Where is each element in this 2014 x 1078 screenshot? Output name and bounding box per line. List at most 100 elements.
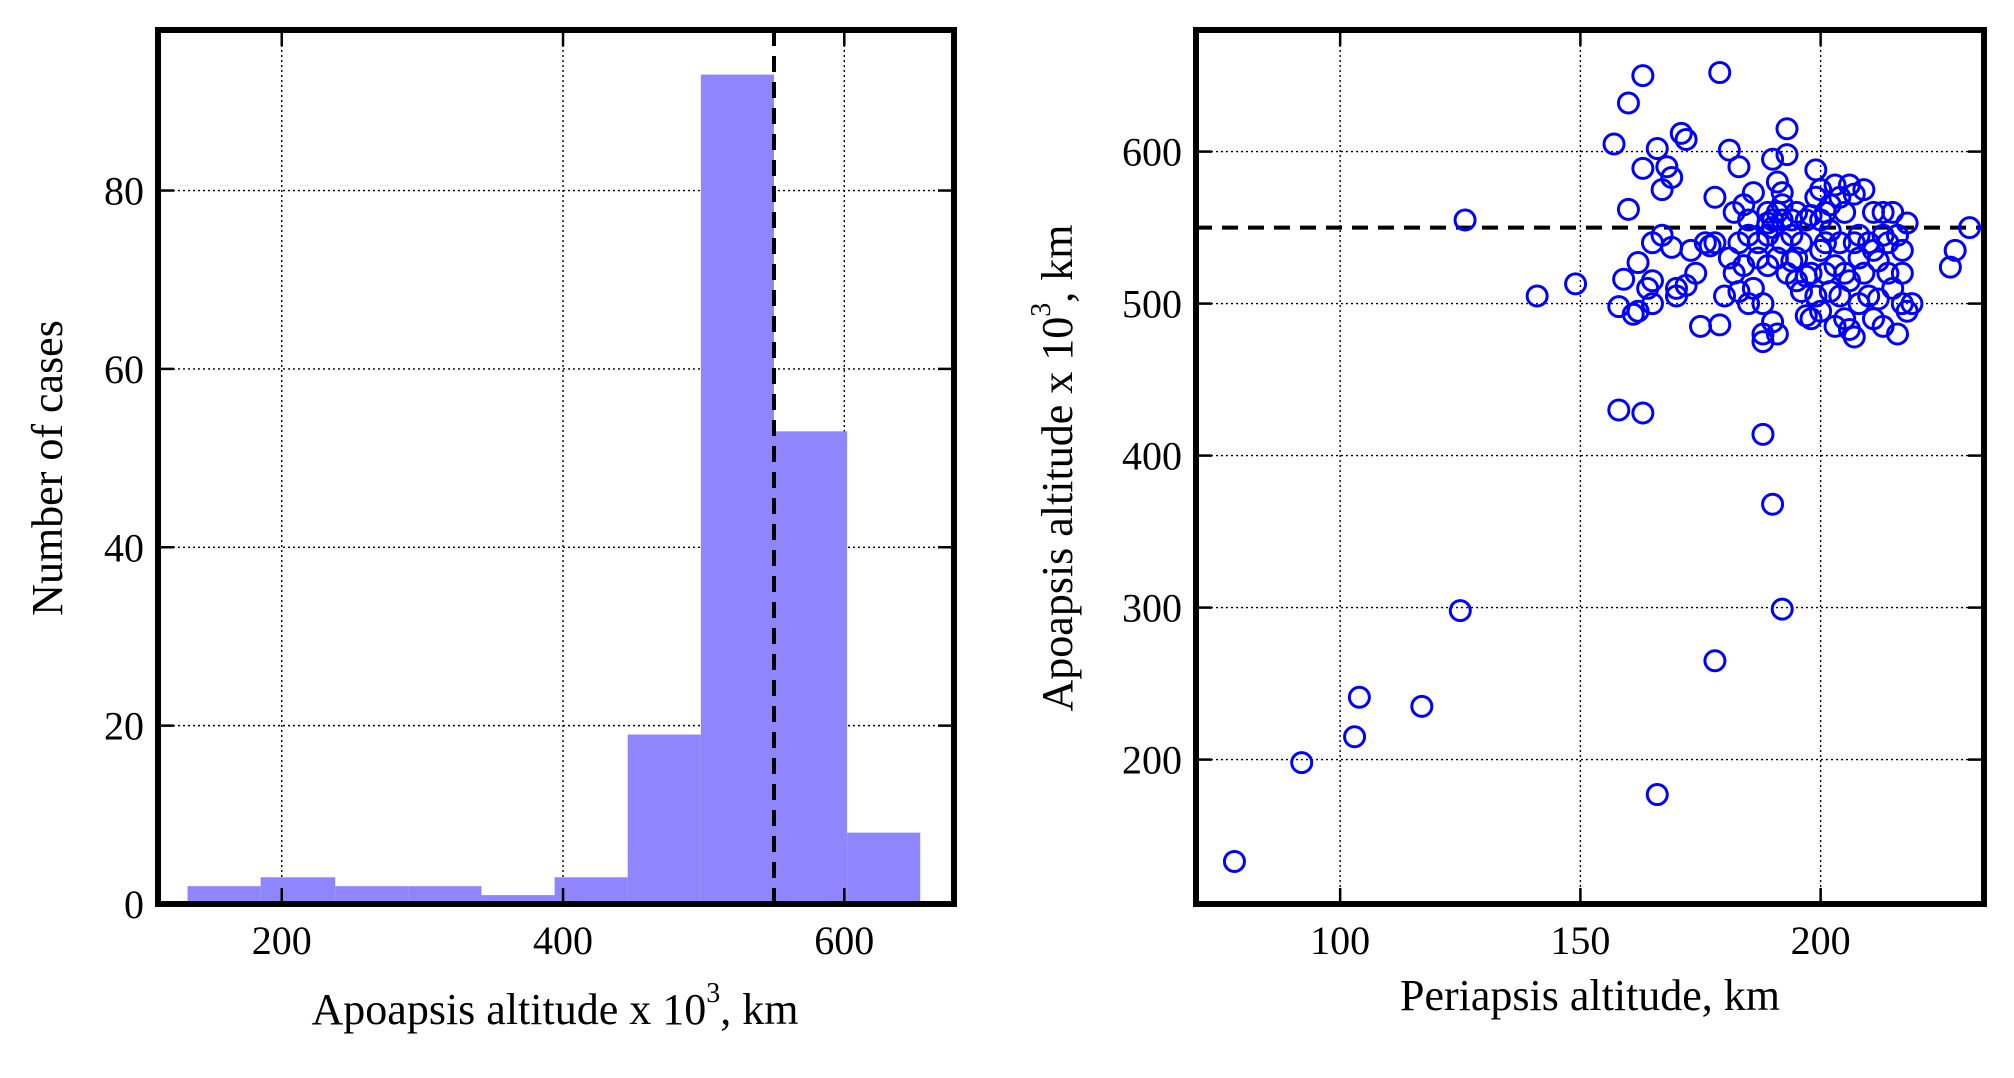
- histogram-x-tick-label: 200: [252, 918, 312, 963]
- scatter-point: [1698, 234, 1722, 258]
- scatter-point: [1626, 251, 1650, 275]
- scatter-point: [1775, 117, 1799, 141]
- histogram-bar: [408, 886, 482, 904]
- scatter-x-axis-label: Periapsis altitude, km: [1400, 971, 1780, 1020]
- histogram-x-axis-label-unit: , km: [720, 985, 798, 1034]
- scatter-point: [1866, 287, 1890, 311]
- scatter-y-tick-label: 200: [1122, 738, 1182, 783]
- scatter-point: [1343, 725, 1367, 749]
- scatter-point: [1689, 314, 1713, 338]
- scatter-points: [1222, 61, 1982, 873]
- scatter-point: [1943, 238, 1967, 262]
- scatter-point: [1852, 178, 1876, 202]
- scatter-point: [1833, 307, 1857, 331]
- scatter-point: [1775, 143, 1799, 167]
- scatter-point: [1684, 261, 1708, 285]
- scatter-point: [1631, 401, 1655, 425]
- scatter-point: [1751, 422, 1775, 446]
- histogram-x-axis-label-text: Apoapsis altitude x 10: [312, 985, 707, 1034]
- scatter-x-tick-label: 150: [1550, 918, 1610, 963]
- scatter-point: [1958, 216, 1982, 240]
- scatter-point: [1660, 165, 1684, 189]
- scatter-point: [1448, 599, 1472, 623]
- scatter-panel: 100 150 200 200 300 400 500 600 Periapsis alti…: [1026, 27, 1987, 1020]
- scatter-y-axis-label-exponent: 3: [1026, 303, 1057, 317]
- scatter-ticks: [1196, 30, 1984, 904]
- scatter-point: [1761, 147, 1785, 171]
- scatter-x-tick-label: 200: [1791, 918, 1851, 963]
- scatter-point: [1616, 197, 1640, 221]
- histogram-x-axis-label: Apoapsis altitude x 103, km: [312, 978, 799, 1034]
- scatter-point: [1602, 132, 1626, 156]
- scatter-point: [1347, 685, 1371, 709]
- scatter-point: [1842, 325, 1866, 349]
- scatter-point: [1881, 200, 1905, 224]
- scatter-point: [1607, 398, 1631, 422]
- scatter-point: [1890, 238, 1914, 262]
- histogram-x-tick-labels: 200 400 600: [252, 918, 875, 963]
- scatter-y-tick-label: 500: [1122, 282, 1182, 327]
- scatter-point: [1876, 261, 1900, 285]
- histogram-bar: [335, 886, 409, 904]
- histogram-bar: [554, 877, 628, 904]
- scatter-point: [1737, 292, 1761, 316]
- scatter-point: [1525, 284, 1549, 308]
- scatter-y-axis-label-unit: , km: [1033, 225, 1082, 303]
- scatter-frame: [1193, 27, 1987, 907]
- scatter-point: [1640, 292, 1664, 316]
- scatter-point: [1789, 279, 1813, 303]
- scatter-point: [1890, 261, 1914, 285]
- scatter-point: [1693, 231, 1717, 255]
- histogram-x-axis-label-exponent: 3: [706, 978, 720, 1009]
- scatter-point: [1900, 292, 1924, 316]
- histogram-bars: [187, 74, 921, 904]
- scatter-y-tick-label: 400: [1122, 434, 1182, 479]
- histogram-y-tick-labels: 0 20 40 60 80: [104, 169, 144, 927]
- scatter-x-tick-label: 100: [1310, 918, 1370, 963]
- scatter-point: [1703, 231, 1727, 255]
- scatter-point: [1741, 181, 1765, 205]
- scatter-point: [1857, 284, 1881, 308]
- scatter-point: [1640, 269, 1664, 293]
- histogram-bar: [627, 734, 701, 904]
- scatter-point: [1453, 208, 1477, 232]
- scatter-point: [1631, 156, 1655, 180]
- scatter-point: [1717, 138, 1741, 162]
- scatter-point: [1809, 299, 1833, 323]
- scatter-point: [1727, 155, 1751, 179]
- scatter-point: [1761, 492, 1785, 516]
- scatter-point: [1871, 200, 1895, 224]
- scatter-point: [1761, 310, 1785, 334]
- histogram-y-tick-label: 0: [124, 882, 144, 927]
- histogram-y-tick-label: 60: [104, 347, 144, 392]
- scatter-point: [1703, 185, 1727, 209]
- histogram-x-tick-label: 600: [814, 918, 874, 963]
- scatter-y-tick-label: 300: [1122, 586, 1182, 631]
- scatter-point: [1616, 91, 1640, 115]
- scatter-point: [1664, 276, 1688, 300]
- scatter-x-tick-labels: 100 150 200: [1310, 918, 1850, 963]
- scatter-point: [1669, 121, 1693, 145]
- histogram-bar: [187, 886, 261, 904]
- scatter-point: [1938, 255, 1962, 279]
- histogram-panel: 200 400 600 0 20 40 60 80 Apoapsis altitude x …: [23, 27, 957, 1034]
- scatter-point: [1813, 231, 1837, 255]
- scatter-grid: [1196, 30, 1984, 904]
- scatter-point: [1703, 649, 1727, 673]
- histogram-bar: [260, 877, 336, 904]
- histogram-y-axis-label: Number of cases: [23, 320, 72, 616]
- scatter-point: [1804, 158, 1828, 182]
- histogram-y-tick-label: 80: [104, 169, 144, 214]
- scatter-point: [1290, 751, 1314, 775]
- scatter-point: [1713, 284, 1737, 308]
- scatter-point: [1708, 313, 1732, 337]
- histogram-bar: [481, 895, 555, 904]
- scatter-point: [1564, 272, 1588, 296]
- scatter-point: [1708, 61, 1732, 85]
- scatter-point: [1621, 302, 1645, 326]
- scatter-point: [1789, 231, 1813, 255]
- scatter-point: [1804, 284, 1828, 308]
- histogram-frame: [155, 27, 957, 907]
- scatter-point: [1886, 322, 1910, 346]
